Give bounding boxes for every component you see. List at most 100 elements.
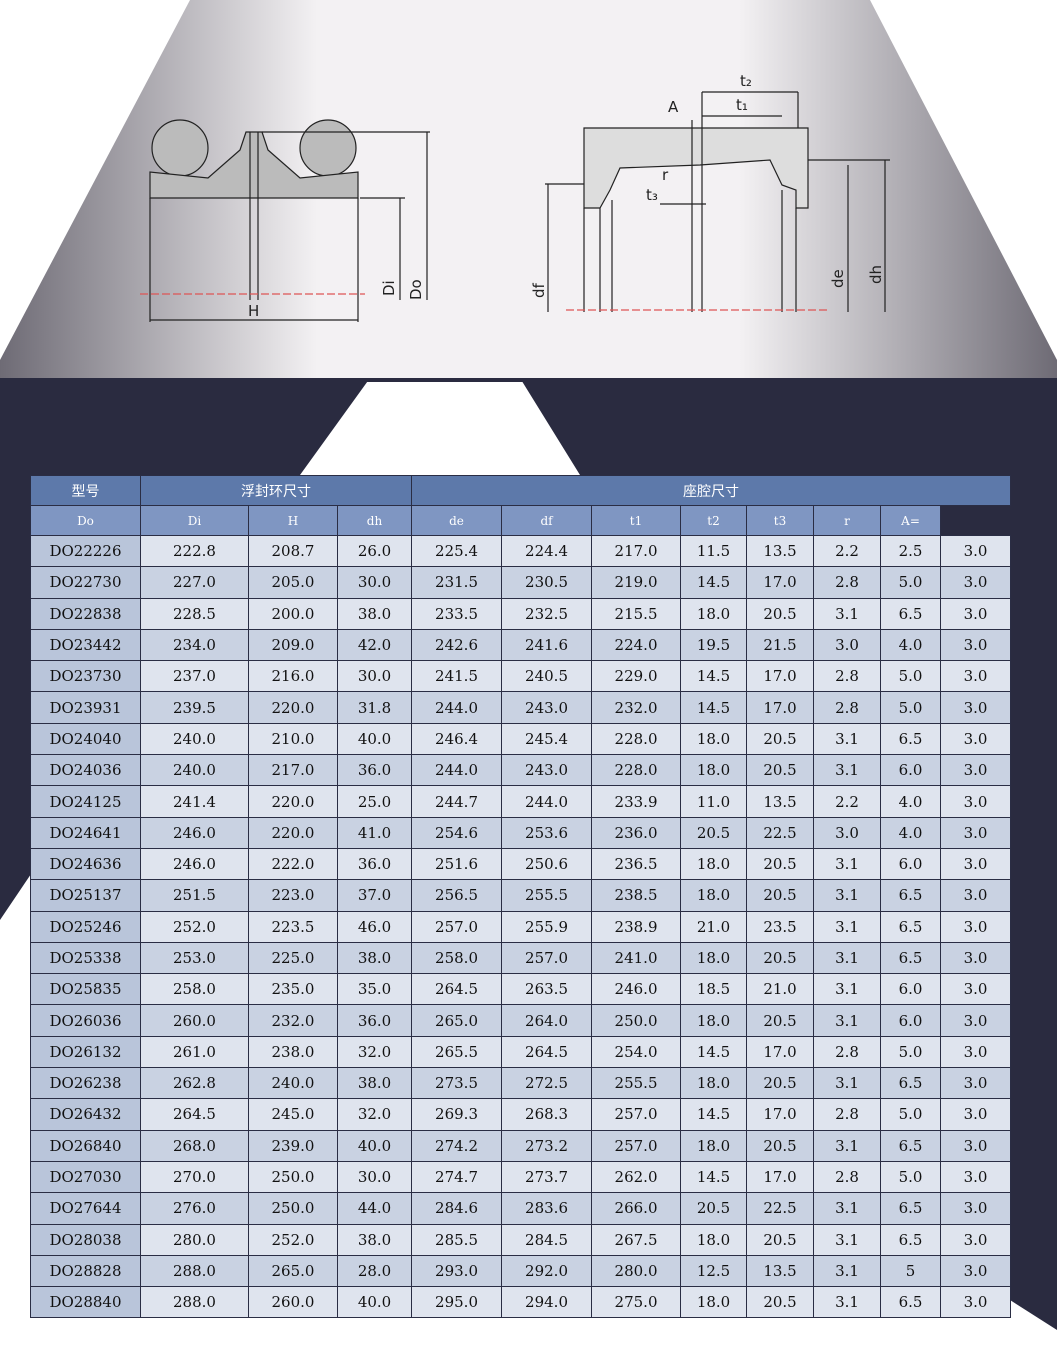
cell: 244.0	[411, 691, 503, 724]
cell: 288.0	[140, 1254, 249, 1288]
cell: 6.5	[880, 722, 942, 756]
header-cell: 浮封环尺寸	[139, 475, 413, 506]
cell: 239.0	[248, 1129, 338, 1162]
diagram-label: r	[662, 166, 669, 184]
header-cell: 座腔尺寸	[411, 475, 1012, 506]
cell: 21.0	[680, 910, 748, 943]
cell: 228.5	[140, 597, 249, 630]
column-header: t1	[591, 505, 682, 536]
cell: 18.0	[680, 597, 748, 630]
cell: 3.0	[940, 722, 1012, 756]
cell: 3.1	[813, 1067, 882, 1100]
cell: 2.8	[813, 691, 882, 724]
table-row: DO26132 261.0 238.0 32.0 265.5 264.5 254.0 14.5…	[30, 1035, 1012, 1069]
cell: 268.3	[501, 1098, 593, 1131]
model-cell: DO25835	[30, 973, 141, 1006]
cell: 242.6	[411, 628, 503, 662]
cell: 6.0	[880, 754, 942, 787]
table-row: DO24125 241.4 220.0 25.0 244.7 244.0 233.9 11.0…	[30, 785, 1012, 818]
table-row: DO24040 240.0 210.0 40.0 246.4 245.4 228.0 18.0…	[30, 722, 1012, 756]
cell: 275.0	[591, 1286, 682, 1319]
cell: 3.0	[940, 691, 1012, 724]
cell: 238.0	[248, 1035, 338, 1069]
cell: 6.0	[880, 847, 942, 881]
cell: 284.6	[411, 1192, 503, 1225]
cell: 30.0	[336, 660, 413, 693]
cell: 46.0	[336, 910, 413, 943]
cell: 250.0	[248, 1192, 338, 1225]
cell: 253.6	[501, 816, 593, 849]
table-row: DO25338 253.0 225.0 38.0 258.0 257.0 241.0 18.0…	[30, 941, 1012, 975]
cell: 5.0	[880, 1098, 942, 1131]
model-cell: DO24636	[30, 847, 141, 881]
diagram-label: t₁	[736, 96, 748, 114]
cell: 3.1	[813, 597, 882, 630]
table-row: DO24636 246.0 222.0 36.0 251.6 250.6 236.5 18.0…	[30, 847, 1012, 881]
cell: 205.0	[248, 566, 338, 599]
cell: 32.0	[336, 1098, 413, 1131]
cell: 241.4	[140, 785, 249, 818]
cell: 215.5	[591, 597, 682, 630]
cell: 20.5	[746, 1223, 815, 1256]
cell: 22.5	[746, 1192, 815, 1225]
cell: 258.0	[140, 973, 249, 1006]
cell: 216.0	[248, 660, 338, 693]
cell: 240.5	[501, 660, 593, 693]
cell: 262.0	[591, 1160, 682, 1194]
cell: 3.0	[940, 1004, 1012, 1037]
cell: 254.0	[591, 1035, 682, 1069]
cell: 18.0	[680, 1286, 748, 1319]
cell: 276.0	[140, 1192, 249, 1225]
cell: 267.5	[591, 1223, 682, 1256]
cell: 5.0	[880, 1160, 942, 1194]
cell: 3.0	[940, 910, 1012, 943]
model-cell: DO22730	[30, 566, 141, 599]
cell: 2.8	[813, 1098, 882, 1131]
cell: 261.0	[140, 1035, 249, 1069]
cell: 268.0	[140, 1129, 249, 1162]
cell: 14.5	[680, 1035, 748, 1069]
cell: 36.0	[336, 1004, 413, 1037]
cell: 241.5	[411, 660, 503, 693]
cell: 243.0	[501, 691, 593, 724]
cell: 240.0	[248, 1067, 338, 1100]
cell: 20.5	[746, 847, 815, 881]
cell: 5.0	[880, 566, 942, 599]
cell: 22.5	[746, 816, 815, 849]
cell: 2.8	[813, 566, 882, 599]
cell: 3.1	[813, 722, 882, 756]
cell: 280.0	[591, 1254, 682, 1288]
model-cell: DO24040	[30, 722, 141, 756]
cell: 273.7	[501, 1160, 593, 1194]
cell: 40.0	[336, 1286, 413, 1319]
cell: 3.0	[940, 534, 1012, 568]
cell: 21.0	[746, 973, 815, 1006]
cell: 14.5	[680, 1098, 748, 1131]
cell: 244.0	[411, 754, 503, 787]
cell: 20.5	[746, 597, 815, 630]
cell: 31.8	[336, 691, 413, 724]
cell: 28.0	[336, 1254, 413, 1288]
cell: 3.0	[940, 660, 1012, 693]
cell: 285.5	[411, 1223, 503, 1256]
table-row: DO27030 270.0 250.0 30.0 274.7 273.7 262.0 14.5…	[30, 1160, 1012, 1194]
cell: 256.5	[411, 879, 503, 912]
cell: 245.4	[501, 722, 593, 756]
cell: 3.1	[813, 1286, 882, 1319]
diagram-label: df	[530, 282, 548, 298]
cell: 41.0	[336, 816, 413, 849]
cell: 284.5	[501, 1223, 593, 1256]
cell: 238.5	[591, 879, 682, 912]
cell: 265.0	[411, 1004, 503, 1037]
column-header: H	[248, 505, 338, 536]
cell: 260.0	[140, 1004, 249, 1037]
cell: 2.2	[813, 534, 882, 568]
cell: 236.5	[591, 847, 682, 881]
cell: 240.0	[140, 754, 249, 787]
cell: 4.0	[880, 785, 942, 818]
cell: 3.0	[940, 879, 1012, 912]
table-row: DO23442 234.0 209.0 42.0 242.6 241.6 224.0 19.5…	[30, 628, 1012, 662]
cell: 3.1	[813, 1129, 882, 1162]
cell: 220.0	[248, 691, 338, 724]
